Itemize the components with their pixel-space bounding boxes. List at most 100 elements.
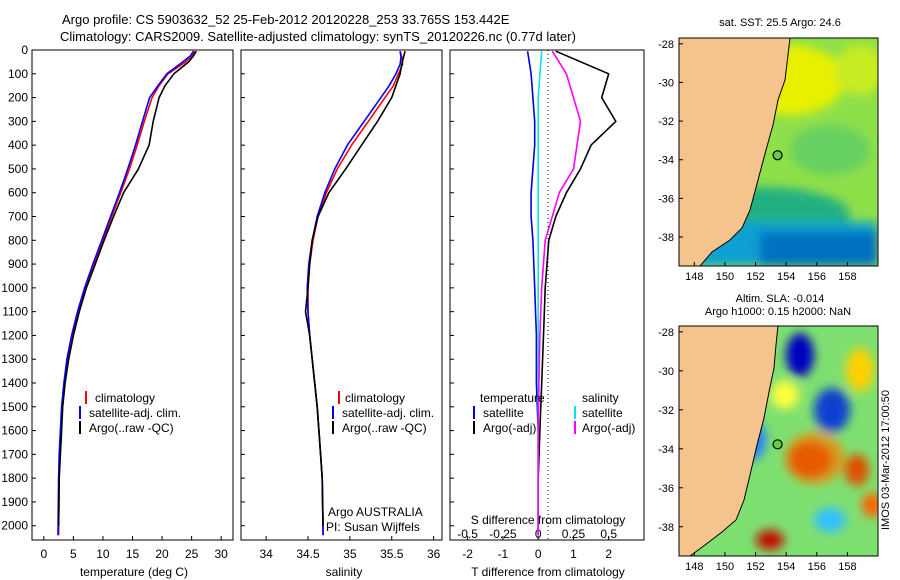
legend-label-argo: Argo(..raw -QC) bbox=[89, 421, 174, 435]
x-tick-label: 35.5 bbox=[380, 547, 404, 561]
sla-map-frame bbox=[678, 325, 879, 557]
map-lon-tick-label: 148 bbox=[685, 271, 703, 283]
x-tick-label: 2 bbox=[605, 547, 612, 561]
legend-label-climatology: climatology bbox=[345, 391, 405, 405]
difference-panel-frame bbox=[449, 49, 645, 541]
depth-tick-label: 1900 bbox=[1, 495, 28, 509]
x-tick-label: 1 bbox=[570, 547, 577, 561]
x-tick-label: 34 bbox=[259, 547, 273, 561]
legend-label-satellite: satellite-adj. clim. bbox=[342, 406, 434, 420]
map-lat-tick-label: -30 bbox=[658, 366, 674, 378]
map-lat-tick-label: -32 bbox=[658, 405, 674, 417]
s-difference-tick-label: -0.25 bbox=[489, 527, 517, 541]
map-lon-tick-label: 154 bbox=[777, 561, 795, 573]
salinity-profiles bbox=[304, 50, 406, 536]
depth-tick-label: 300 bbox=[8, 114, 28, 128]
x-tick-label: 25 bbox=[185, 547, 199, 561]
temperature-axis-label: temperature (deg C) bbox=[80, 565, 188, 579]
depth-tick-label: 700 bbox=[8, 210, 28, 224]
map-lon-tick-label: 150 bbox=[716, 271, 734, 283]
difference-x-axis: -2 -1 0 1 2 bbox=[462, 536, 612, 561]
map-lon-tick-label: 158 bbox=[838, 271, 856, 283]
legend-label-argo: Argo(..raw -QC) bbox=[342, 421, 427, 435]
s-difference-tick-label: -0.5 bbox=[457, 527, 478, 541]
depth-tick-label: 1700 bbox=[1, 447, 28, 461]
x-tick-label: 30 bbox=[214, 547, 228, 561]
depth-tick-label: 1600 bbox=[1, 424, 28, 438]
depth-tick-label: 1000 bbox=[1, 281, 28, 295]
sla-map-axes: 148 150 152 154 156 158 -28 -30 -32 -34 -36 -38 bbox=[658, 327, 856, 573]
x-tick-label: 35 bbox=[343, 547, 357, 561]
map-lat-tick-label: -36 bbox=[658, 193, 674, 205]
sst-map-title: sat. SST: 25.5 Argo: 24.6 bbox=[719, 17, 841, 29]
depth-tick-label: 200 bbox=[8, 91, 28, 105]
argo-pi-label: PI: Susan Wijffels bbox=[326, 520, 420, 534]
x-tick-label: 36 bbox=[427, 547, 441, 561]
t-difference-axis-label: T difference from climatology bbox=[471, 565, 625, 579]
s-difference-tick-label: 0.25 bbox=[562, 527, 586, 541]
salinity-legend: climatology satellite-adj. clim. Argo(..… bbox=[332, 391, 434, 435]
series-line-temperature-argo-adj- bbox=[537, 50, 617, 536]
temperature-profiles bbox=[57, 50, 197, 536]
depth-tick-label: 1800 bbox=[1, 471, 28, 485]
figure-title-line2: Climatology: CARS2009. Satellite-adjuste… bbox=[60, 29, 576, 44]
series-line-climatology bbox=[307, 50, 404, 536]
temperature-x-axis: 0 5 10 15 20 25 30 bbox=[40, 536, 228, 561]
coastline-land bbox=[679, 326, 779, 556]
argo-program-label: Argo AUSTRALIA bbox=[328, 505, 423, 519]
x-tick-label: 34.5 bbox=[296, 547, 320, 561]
temperature-panel-frame bbox=[31, 49, 234, 541]
series-line-salinity-argo-adj- bbox=[537, 50, 582, 536]
map-lat-tick-label: -30 bbox=[658, 77, 674, 89]
temperature-legend: climatology satellite-adj. clim. Argo(..… bbox=[79, 391, 181, 435]
map-lon-tick-label: 152 bbox=[746, 271, 764, 283]
x-tick-label: 0 bbox=[535, 547, 542, 561]
x-tick-label: 0 bbox=[40, 547, 47, 561]
depth-tick-label: 600 bbox=[8, 186, 28, 200]
salinity-x-axis: 34 34.5 35 35.5 36 bbox=[259, 536, 441, 561]
salinity-axis-label: salinity bbox=[326, 565, 363, 579]
salinity-difference-axis: -0.5 -0.25 0 0.25 0.5 bbox=[457, 527, 617, 541]
legend-title-salinity: salinity bbox=[582, 391, 619, 405]
sla-map bbox=[679, 326, 878, 556]
map-lon-tick-label: 158 bbox=[838, 561, 856, 573]
map-lon-tick-label: 150 bbox=[716, 561, 734, 573]
depth-tick-label: 900 bbox=[8, 257, 28, 271]
difference-legend-temperature: temperature satellite Argo(-adj) bbox=[473, 391, 545, 435]
depth-tick-label: 400 bbox=[8, 138, 28, 152]
series-line-temperature-satellite bbox=[526, 51, 540, 536]
depth-tick-label: 1400 bbox=[1, 376, 28, 390]
x-tick-label: 15 bbox=[126, 547, 140, 561]
difference-profiles bbox=[526, 50, 617, 536]
map-lon-tick-label: 156 bbox=[808, 271, 826, 283]
sst-map bbox=[679, 38, 878, 266]
legend-title-temperature: temperature bbox=[480, 391, 545, 405]
series-line-argo-raw-qc- bbox=[304, 50, 406, 526]
map-lat-tick-label: -28 bbox=[658, 327, 674, 339]
depth-tick-label: 800 bbox=[8, 233, 28, 247]
argo-float-marker bbox=[772, 150, 783, 161]
sst-map-axes: 148 150 152 154 156 158 -28 -30 -32 -34 -36 -38 bbox=[658, 39, 856, 283]
x-tick-label: 5 bbox=[70, 547, 77, 561]
sst-map-frame bbox=[678, 37, 879, 267]
depth-tick-label: 1100 bbox=[2, 305, 28, 319]
argo-float-marker bbox=[772, 439, 783, 450]
map-lat-tick-label: -38 bbox=[658, 522, 674, 534]
x-tick-label: 10 bbox=[96, 547, 110, 561]
series-line-climatology bbox=[57, 50, 196, 536]
map-lat-tick-label: -38 bbox=[658, 232, 674, 244]
legend-label-s-satellite: satellite bbox=[582, 406, 623, 420]
depth-tick-label: 1300 bbox=[1, 352, 28, 366]
legend-label-s-argo: Argo(-adj) bbox=[582, 421, 635, 435]
figure-title-line1: Argo profile: CS 5903632_52 25-Feb-2012 … bbox=[62, 12, 510, 27]
legend-label-t-argo: Argo(-adj) bbox=[483, 421, 536, 435]
x-tick-label: -2 bbox=[462, 547, 473, 561]
map-lon-tick-label: 152 bbox=[746, 561, 764, 573]
legend-label-t-satellite: satellite bbox=[483, 406, 524, 420]
difference-legend-salinity: salinity satellite Argo(-adj) bbox=[574, 391, 635, 435]
depth-tick-label: 2000 bbox=[1, 519, 28, 533]
depth-tick-label: 100 bbox=[8, 67, 28, 81]
sla-map-title: Altim. SLA: -0.014 bbox=[736, 293, 825, 305]
sla-map-subtitle: Argo h1000: 0.15 h2000: NaN bbox=[705, 306, 851, 318]
depth-axis: 0 100 200 300 400 500 600 700 800 900 1000 1100 1200… bbox=[1, 43, 454, 533]
